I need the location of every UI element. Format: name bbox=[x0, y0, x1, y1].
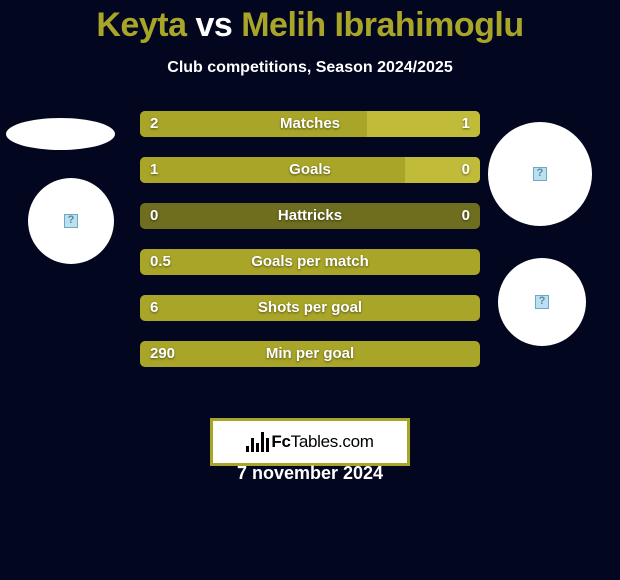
logo-bars-icon bbox=[246, 432, 269, 452]
stat-seg-left bbox=[140, 111, 367, 137]
stat-seg-left bbox=[140, 295, 480, 321]
logo-bold: Fc bbox=[271, 432, 290, 451]
stat-seg-right bbox=[367, 111, 480, 137]
stat-row: 6Shots per goal bbox=[140, 295, 480, 321]
right-avatar bbox=[498, 258, 586, 346]
stat-seg-left bbox=[140, 341, 480, 367]
stat-track bbox=[140, 341, 480, 367]
right-avatar bbox=[488, 122, 592, 226]
stat-row: 00Hattricks bbox=[140, 203, 480, 229]
date-text: 7 november 2024 bbox=[0, 463, 620, 484]
site-logo: FcTables.com bbox=[210, 418, 410, 466]
stat-row: 21Matches bbox=[140, 111, 480, 137]
stat-rows: 21Matches 10Goals 00Hattricks 0.5Goals per … bbox=[140, 111, 480, 387]
title-player1: Keyta bbox=[96, 6, 186, 44]
stat-seg-right bbox=[405, 157, 480, 183]
stat-row: 10Goals bbox=[140, 157, 480, 183]
page-title: Keyta vs Melih Ibrahimoglu bbox=[0, 0, 620, 45]
subtitle: Club competitions, Season 2024/2025 bbox=[0, 59, 620, 77]
placeholder-icon bbox=[535, 295, 549, 309]
stat-track bbox=[140, 295, 480, 321]
left-avatar bbox=[6, 118, 115, 150]
placeholder-icon bbox=[533, 167, 547, 181]
logo-text: FcTables.com bbox=[271, 432, 373, 452]
title-player2: Melih Ibrahimoglu bbox=[241, 6, 523, 44]
title-vs: vs bbox=[195, 6, 232, 44]
stat-track bbox=[140, 157, 480, 183]
stat-seg-left bbox=[140, 157, 405, 183]
placeholder-icon bbox=[64, 214, 78, 228]
left-avatar bbox=[28, 178, 114, 264]
stat-row: 290Min per goal bbox=[140, 341, 480, 367]
stat-track bbox=[140, 249, 480, 275]
logo-rest: Tables.com bbox=[291, 432, 374, 451]
stat-row: 0.5Goals per match bbox=[140, 249, 480, 275]
stat-track bbox=[140, 111, 480, 137]
stat-seg-left bbox=[140, 249, 480, 275]
stat-track bbox=[140, 203, 480, 229]
